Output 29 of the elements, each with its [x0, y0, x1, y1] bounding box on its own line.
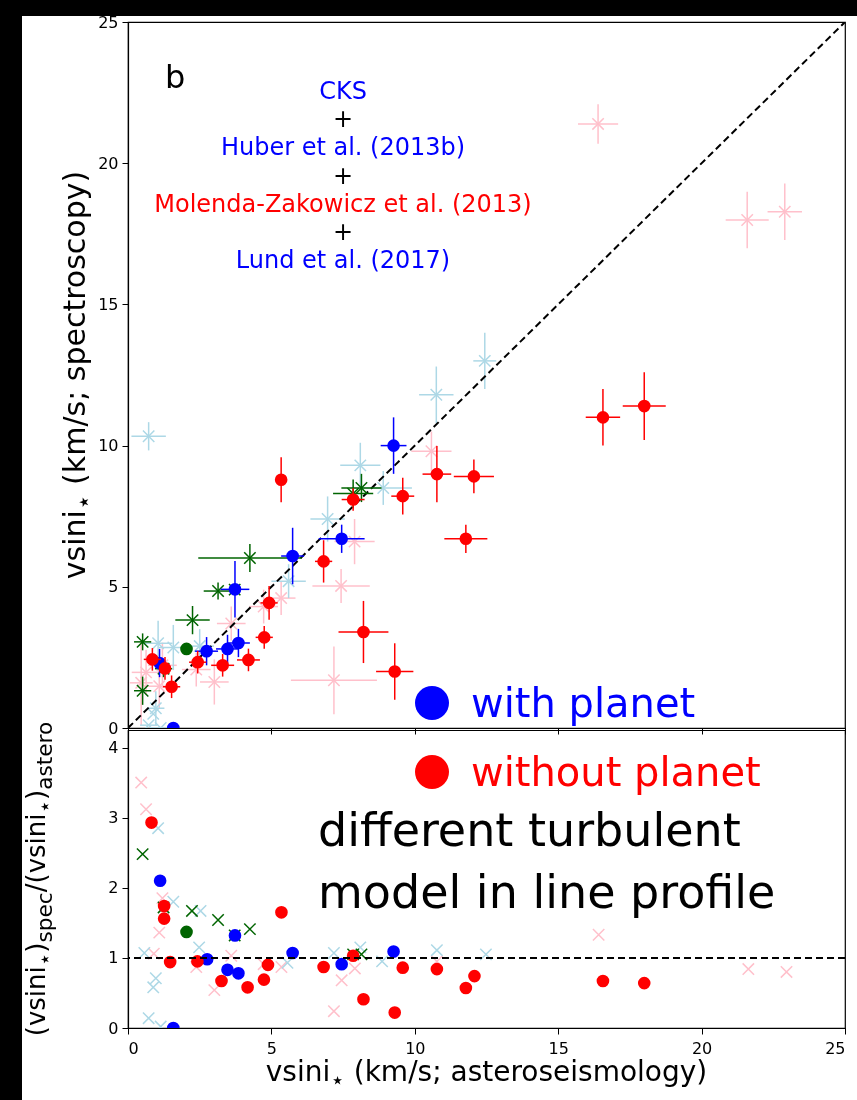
- x-tick-label: 0: [128, 1038, 139, 1058]
- y-tick-label: 20: [98, 153, 119, 173]
- y-tick-label: 15: [98, 294, 119, 314]
- annotation: b: [165, 57, 186, 96]
- y-tick-label: 2: [108, 878, 119, 898]
- y-tick-label: 0: [108, 1018, 119, 1038]
- y-tick-label: 0: [108, 718, 119, 738]
- y-tick-label: 10: [98, 436, 119, 456]
- y-tick-label: 1: [108, 948, 119, 968]
- y-tick-label: 3: [108, 808, 119, 828]
- annotation: +: [332, 162, 354, 191]
- annotation: +: [332, 218, 354, 247]
- annotation: Huber et al. (2013b): [220, 133, 466, 162]
- y-tick-label: 4: [108, 738, 119, 758]
- annotation: different turbulent model in line profile: [318, 802, 777, 921]
- annotation: Lund et al. (2017): [235, 246, 451, 275]
- x-tick-label: 25: [825, 1038, 846, 1058]
- legend-label: with planet: [471, 679, 696, 726]
- annotation: CKS: [319, 77, 367, 106]
- annotation: Molenda-Zakowicz et al. (2013): [154, 190, 532, 219]
- x-tick-label: 15: [548, 1038, 569, 1058]
- legend-label: without planet: [471, 748, 761, 795]
- y-tick-label: 5: [108, 577, 119, 597]
- x-tick-label: 5: [266, 1038, 277, 1058]
- x-axis-title: vsini$_{⋆}$ (km/s; asteroseismology): [265, 1055, 708, 1094]
- y-tick-label: 25: [98, 12, 119, 32]
- annotation: +: [332, 105, 354, 134]
- x-tick-label: 10: [405, 1038, 426, 1058]
- x-tick-label: 20: [691, 1038, 713, 1058]
